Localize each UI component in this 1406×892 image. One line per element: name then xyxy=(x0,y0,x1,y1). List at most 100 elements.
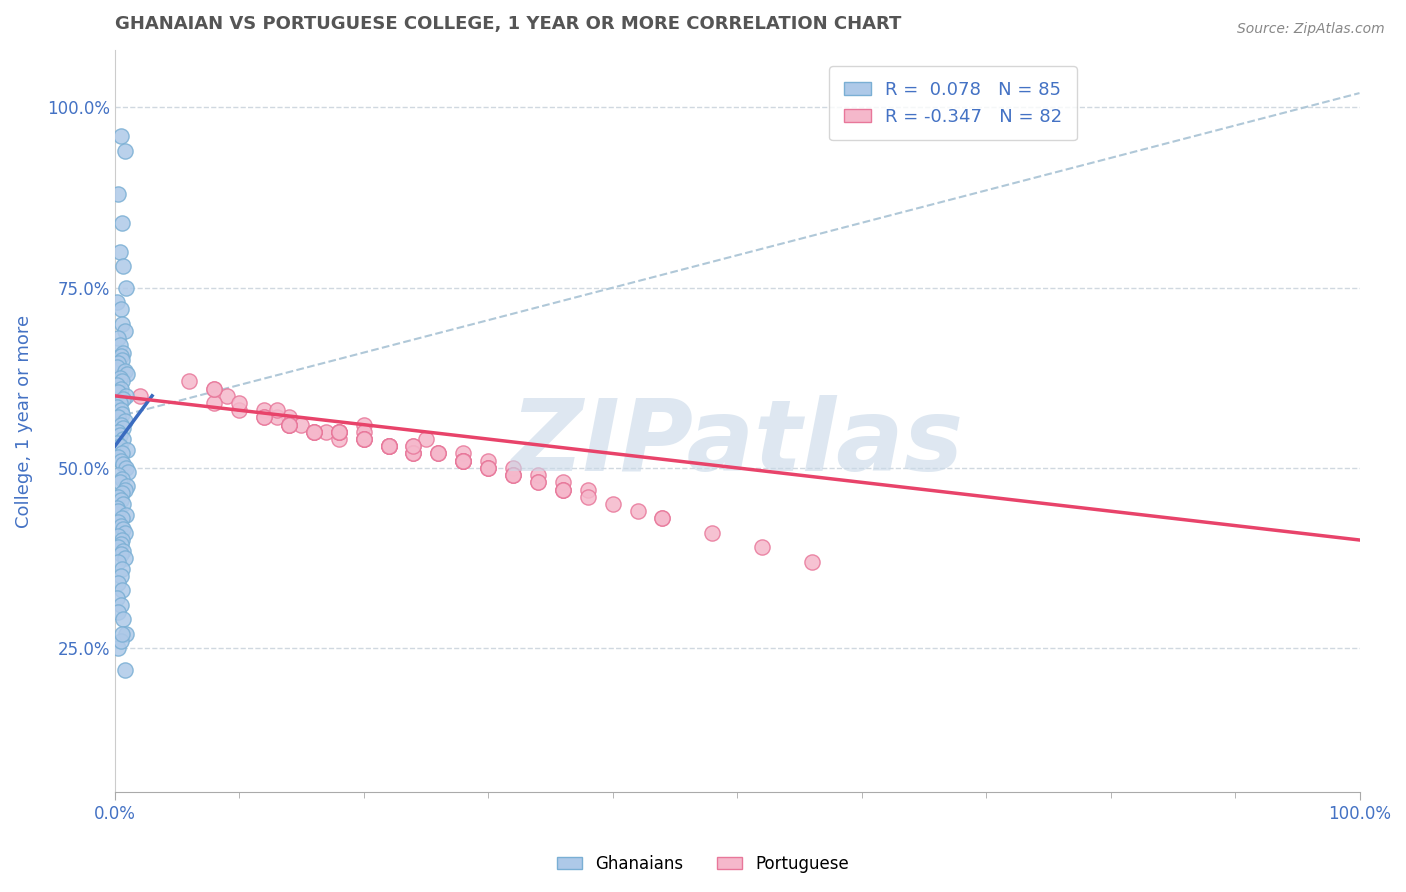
Point xyxy=(576,483,599,497)
Point xyxy=(453,446,475,460)
Point xyxy=(107,529,129,543)
Point xyxy=(377,439,399,453)
Point xyxy=(110,417,132,432)
Point xyxy=(114,525,136,540)
Point xyxy=(110,453,132,467)
Point xyxy=(114,363,136,377)
Point xyxy=(377,439,399,453)
Point xyxy=(111,583,134,598)
Point xyxy=(302,425,325,439)
Point xyxy=(353,432,375,446)
Point xyxy=(402,446,425,460)
Point xyxy=(112,543,135,558)
Point xyxy=(453,453,475,467)
Point xyxy=(107,425,129,439)
Point xyxy=(477,461,499,475)
Point xyxy=(302,425,325,439)
Point xyxy=(107,385,129,400)
Point xyxy=(107,605,129,619)
Point xyxy=(107,515,129,529)
Point xyxy=(108,338,131,352)
Point xyxy=(115,389,138,403)
Point xyxy=(112,522,135,536)
Point xyxy=(751,540,773,554)
Point xyxy=(112,497,135,511)
Point xyxy=(107,331,129,345)
Point xyxy=(427,446,450,460)
Point xyxy=(202,382,225,396)
Point xyxy=(115,368,138,382)
Point xyxy=(626,504,648,518)
Point xyxy=(111,352,134,367)
Point xyxy=(377,439,399,453)
Point xyxy=(105,400,128,414)
Point xyxy=(551,483,574,497)
Point xyxy=(108,371,131,385)
Point xyxy=(527,475,550,490)
Point xyxy=(502,468,524,483)
Point xyxy=(114,663,136,677)
Point xyxy=(107,356,129,370)
Point xyxy=(111,216,134,230)
Point xyxy=(453,453,475,467)
Point xyxy=(110,598,132,612)
Point xyxy=(112,345,135,359)
Point xyxy=(453,453,475,467)
Legend: Ghanaians, Portuguese: Ghanaians, Portuguese xyxy=(550,848,856,880)
Point xyxy=(112,432,135,446)
Point xyxy=(377,439,399,453)
Point xyxy=(108,439,131,453)
Point xyxy=(107,450,129,464)
Point xyxy=(111,626,134,640)
Point xyxy=(551,483,574,497)
Point xyxy=(551,483,574,497)
Point xyxy=(117,465,139,479)
Point xyxy=(602,497,624,511)
Point xyxy=(179,375,201,389)
Point xyxy=(453,453,475,467)
Point xyxy=(108,396,131,410)
Point xyxy=(315,425,337,439)
Point xyxy=(402,439,425,453)
Point xyxy=(107,504,129,518)
Point xyxy=(111,562,134,576)
Point xyxy=(353,417,375,432)
Point xyxy=(110,129,132,144)
Point xyxy=(353,432,375,446)
Point xyxy=(112,458,135,472)
Point xyxy=(502,461,524,475)
Point xyxy=(551,475,574,490)
Point xyxy=(115,281,138,295)
Point xyxy=(651,511,673,525)
Point xyxy=(353,425,375,439)
Point xyxy=(110,518,132,533)
Point xyxy=(110,536,132,550)
Point xyxy=(112,421,135,435)
Point xyxy=(702,525,724,540)
Point xyxy=(110,302,132,317)
Text: GHANAIAN VS PORTUGUESE COLLEGE, 1 YEAR OR MORE CORRELATION CHART: GHANAIAN VS PORTUGUESE COLLEGE, 1 YEAR O… xyxy=(115,15,901,33)
Point xyxy=(111,446,134,460)
Point xyxy=(108,475,131,490)
Point xyxy=(112,392,135,407)
Point xyxy=(111,472,134,486)
Point xyxy=(202,382,225,396)
Point xyxy=(115,479,138,493)
Point xyxy=(115,442,138,457)
Point xyxy=(114,414,136,428)
Point xyxy=(328,432,350,446)
Point xyxy=(105,359,128,374)
Point xyxy=(111,375,134,389)
Point xyxy=(115,508,138,522)
Point xyxy=(111,317,134,331)
Point xyxy=(453,453,475,467)
Point xyxy=(377,439,399,453)
Point xyxy=(202,396,225,410)
Point xyxy=(377,439,399,453)
Point xyxy=(110,382,132,396)
Point xyxy=(110,548,132,562)
Point xyxy=(502,468,524,483)
Point xyxy=(353,432,375,446)
Point xyxy=(253,410,276,425)
Point xyxy=(328,425,350,439)
